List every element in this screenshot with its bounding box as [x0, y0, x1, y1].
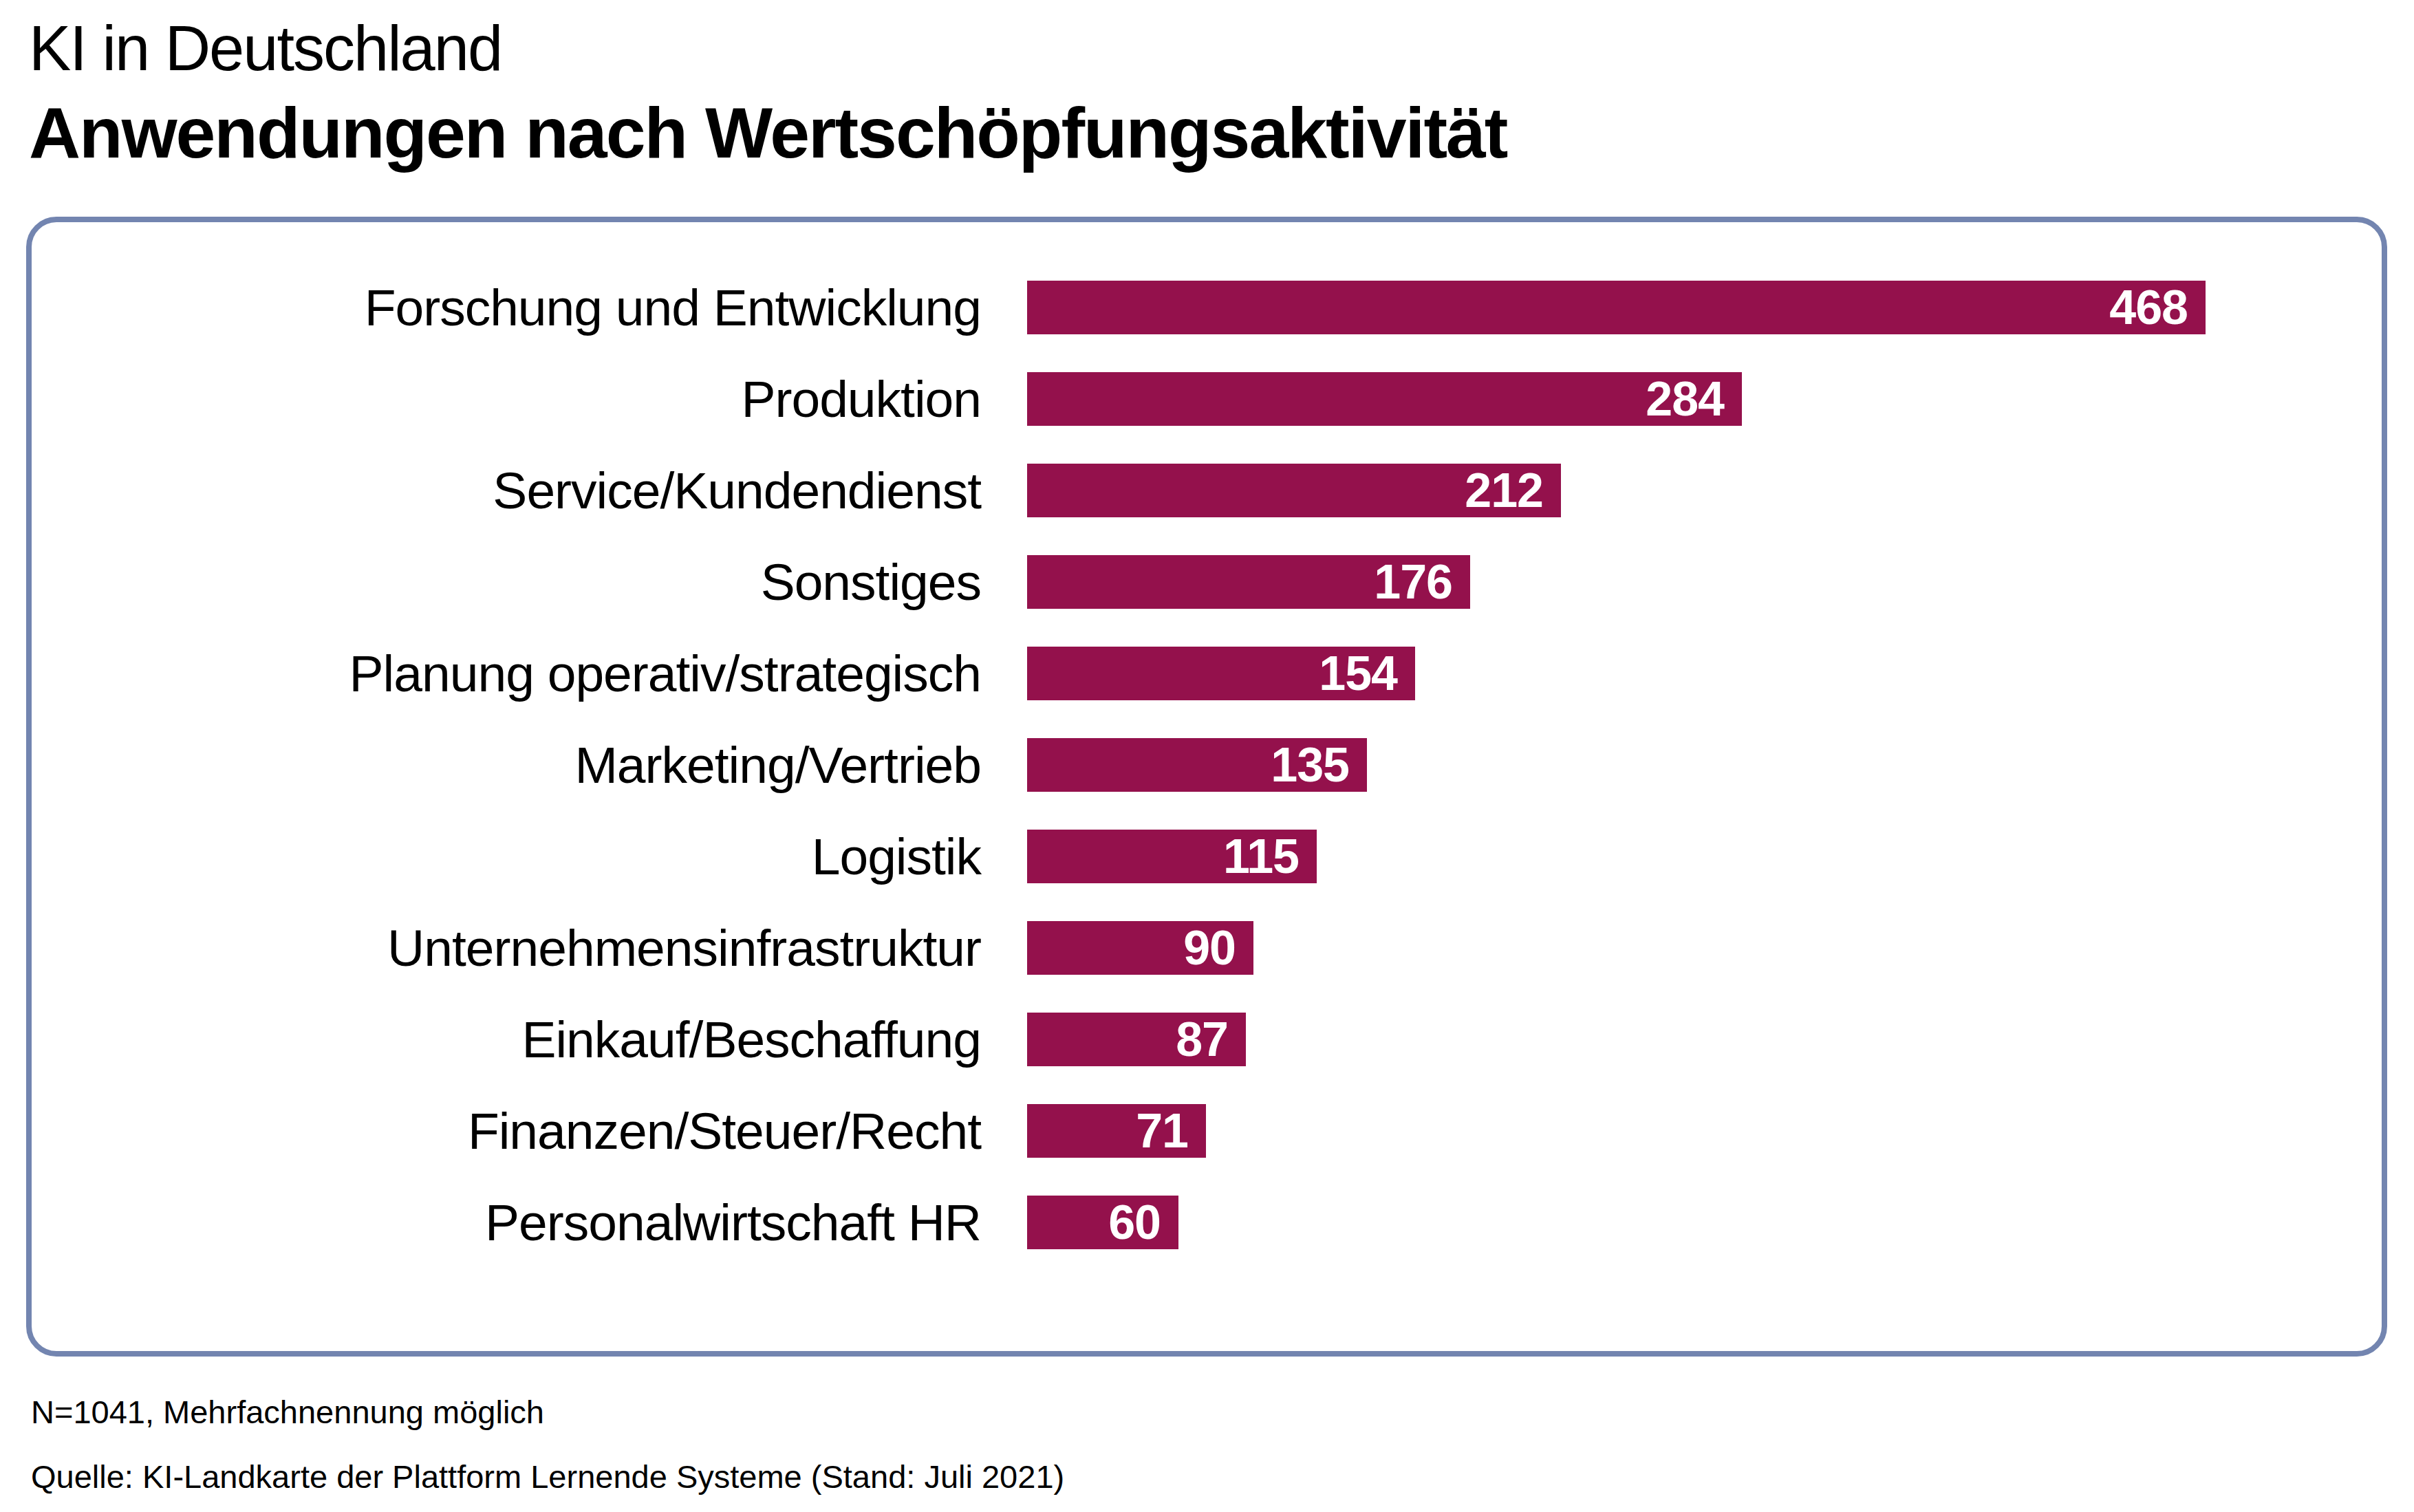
footer-source: Quelle: KI-Landkarte der Plattform Lerne… — [31, 1458, 1064, 1496]
chart-row: Produktion 284 — [32, 372, 2382, 426]
category-label: Produktion — [32, 369, 1027, 429]
chart-row: Sonstiges 176 — [32, 555, 2382, 609]
bar-value-label: 212 — [1465, 466, 1543, 515]
bar-value-label: 468 — [2109, 283, 2188, 332]
bar-value-label: 176 — [1374, 558, 1452, 606]
bar-value-label: 284 — [1646, 375, 1724, 423]
chart-rows: Forschung und Entwicklung 468 Produktion 28… — [32, 281, 2382, 1249]
chart-row: Forschung und Entwicklung 468 — [32, 281, 2382, 334]
chart-row: Logistik 115 — [32, 830, 2382, 883]
chart-row: Unternehmensinfrastruktur 90 — [32, 921, 2382, 975]
category-label: Personalwirtschaft HR — [32, 1193, 1027, 1252]
category-label: Planung operativ/strategisch — [32, 644, 1027, 703]
category-label: Marketing/Vertrieb — [32, 735, 1027, 795]
bar: 468 — [1027, 281, 2206, 334]
chart-row: Marketing/Vertrieb 135 — [32, 738, 2382, 792]
bar: 71 — [1027, 1104, 1206, 1158]
bar-value-label: 90 — [1183, 924, 1236, 972]
bar-value-label: 154 — [1319, 649, 1397, 698]
bar-value-label: 87 — [1176, 1015, 1228, 1063]
page-title: KI in Deutschland Anwendungen nach Werts… — [29, 12, 1507, 174]
chart-row: Personalwirtschaft HR 60 — [32, 1196, 2382, 1249]
category-label: Unternehmensinfrastruktur — [32, 918, 1027, 978]
title-line-2: Anwendungen nach Wertschöpfungsaktivität — [29, 92, 1507, 175]
footer: N=1041, Mehrfachnennung möglich Quelle: … — [31, 1393, 1064, 1497]
title-line-1: KI in Deutschland — [29, 12, 1507, 85]
bar: 135 — [1027, 738, 1367, 792]
bar: 87 — [1027, 1013, 1246, 1066]
bar-value-label: 71 — [1136, 1107, 1188, 1155]
category-label: Sonstiges — [32, 552, 1027, 612]
bar: 154 — [1027, 647, 1415, 700]
footer-note: N=1041, Mehrfachnennung möglich — [31, 1393, 1064, 1432]
bar-value-label: 135 — [1271, 741, 1349, 789]
category-label: Logistik — [32, 827, 1027, 886]
bar-value-label: 115 — [1223, 832, 1299, 881]
bar: 115 — [1027, 830, 1317, 883]
bar-value-label: 60 — [1108, 1198, 1161, 1246]
chart-panel: Forschung und Entwicklung 468 Produktion 28… — [26, 217, 2387, 1357]
bar: 60 — [1027, 1196, 1178, 1249]
bar: 284 — [1027, 372, 1742, 426]
chart-row: Planung operativ/strategisch 154 — [32, 647, 2382, 700]
chart-row: Service/Kundendienst 212 — [32, 464, 2382, 517]
page: KI in Deutschland Anwendungen nach Werts… — [0, 0, 2414, 1512]
category-label: Forschung und Entwicklung — [32, 278, 1027, 337]
bar: 176 — [1027, 555, 1470, 609]
bar: 90 — [1027, 921, 1253, 975]
category-label: Finanzen/Steuer/Recht — [32, 1101, 1027, 1160]
chart-row: Einkauf/Beschaffung 87 — [32, 1013, 2382, 1066]
category-label: Einkauf/Beschaffung — [32, 1010, 1027, 1069]
bar: 212 — [1027, 464, 1561, 517]
category-label: Service/Kundendienst — [32, 461, 1027, 520]
chart-row: Finanzen/Steuer/Recht 71 — [32, 1104, 2382, 1158]
